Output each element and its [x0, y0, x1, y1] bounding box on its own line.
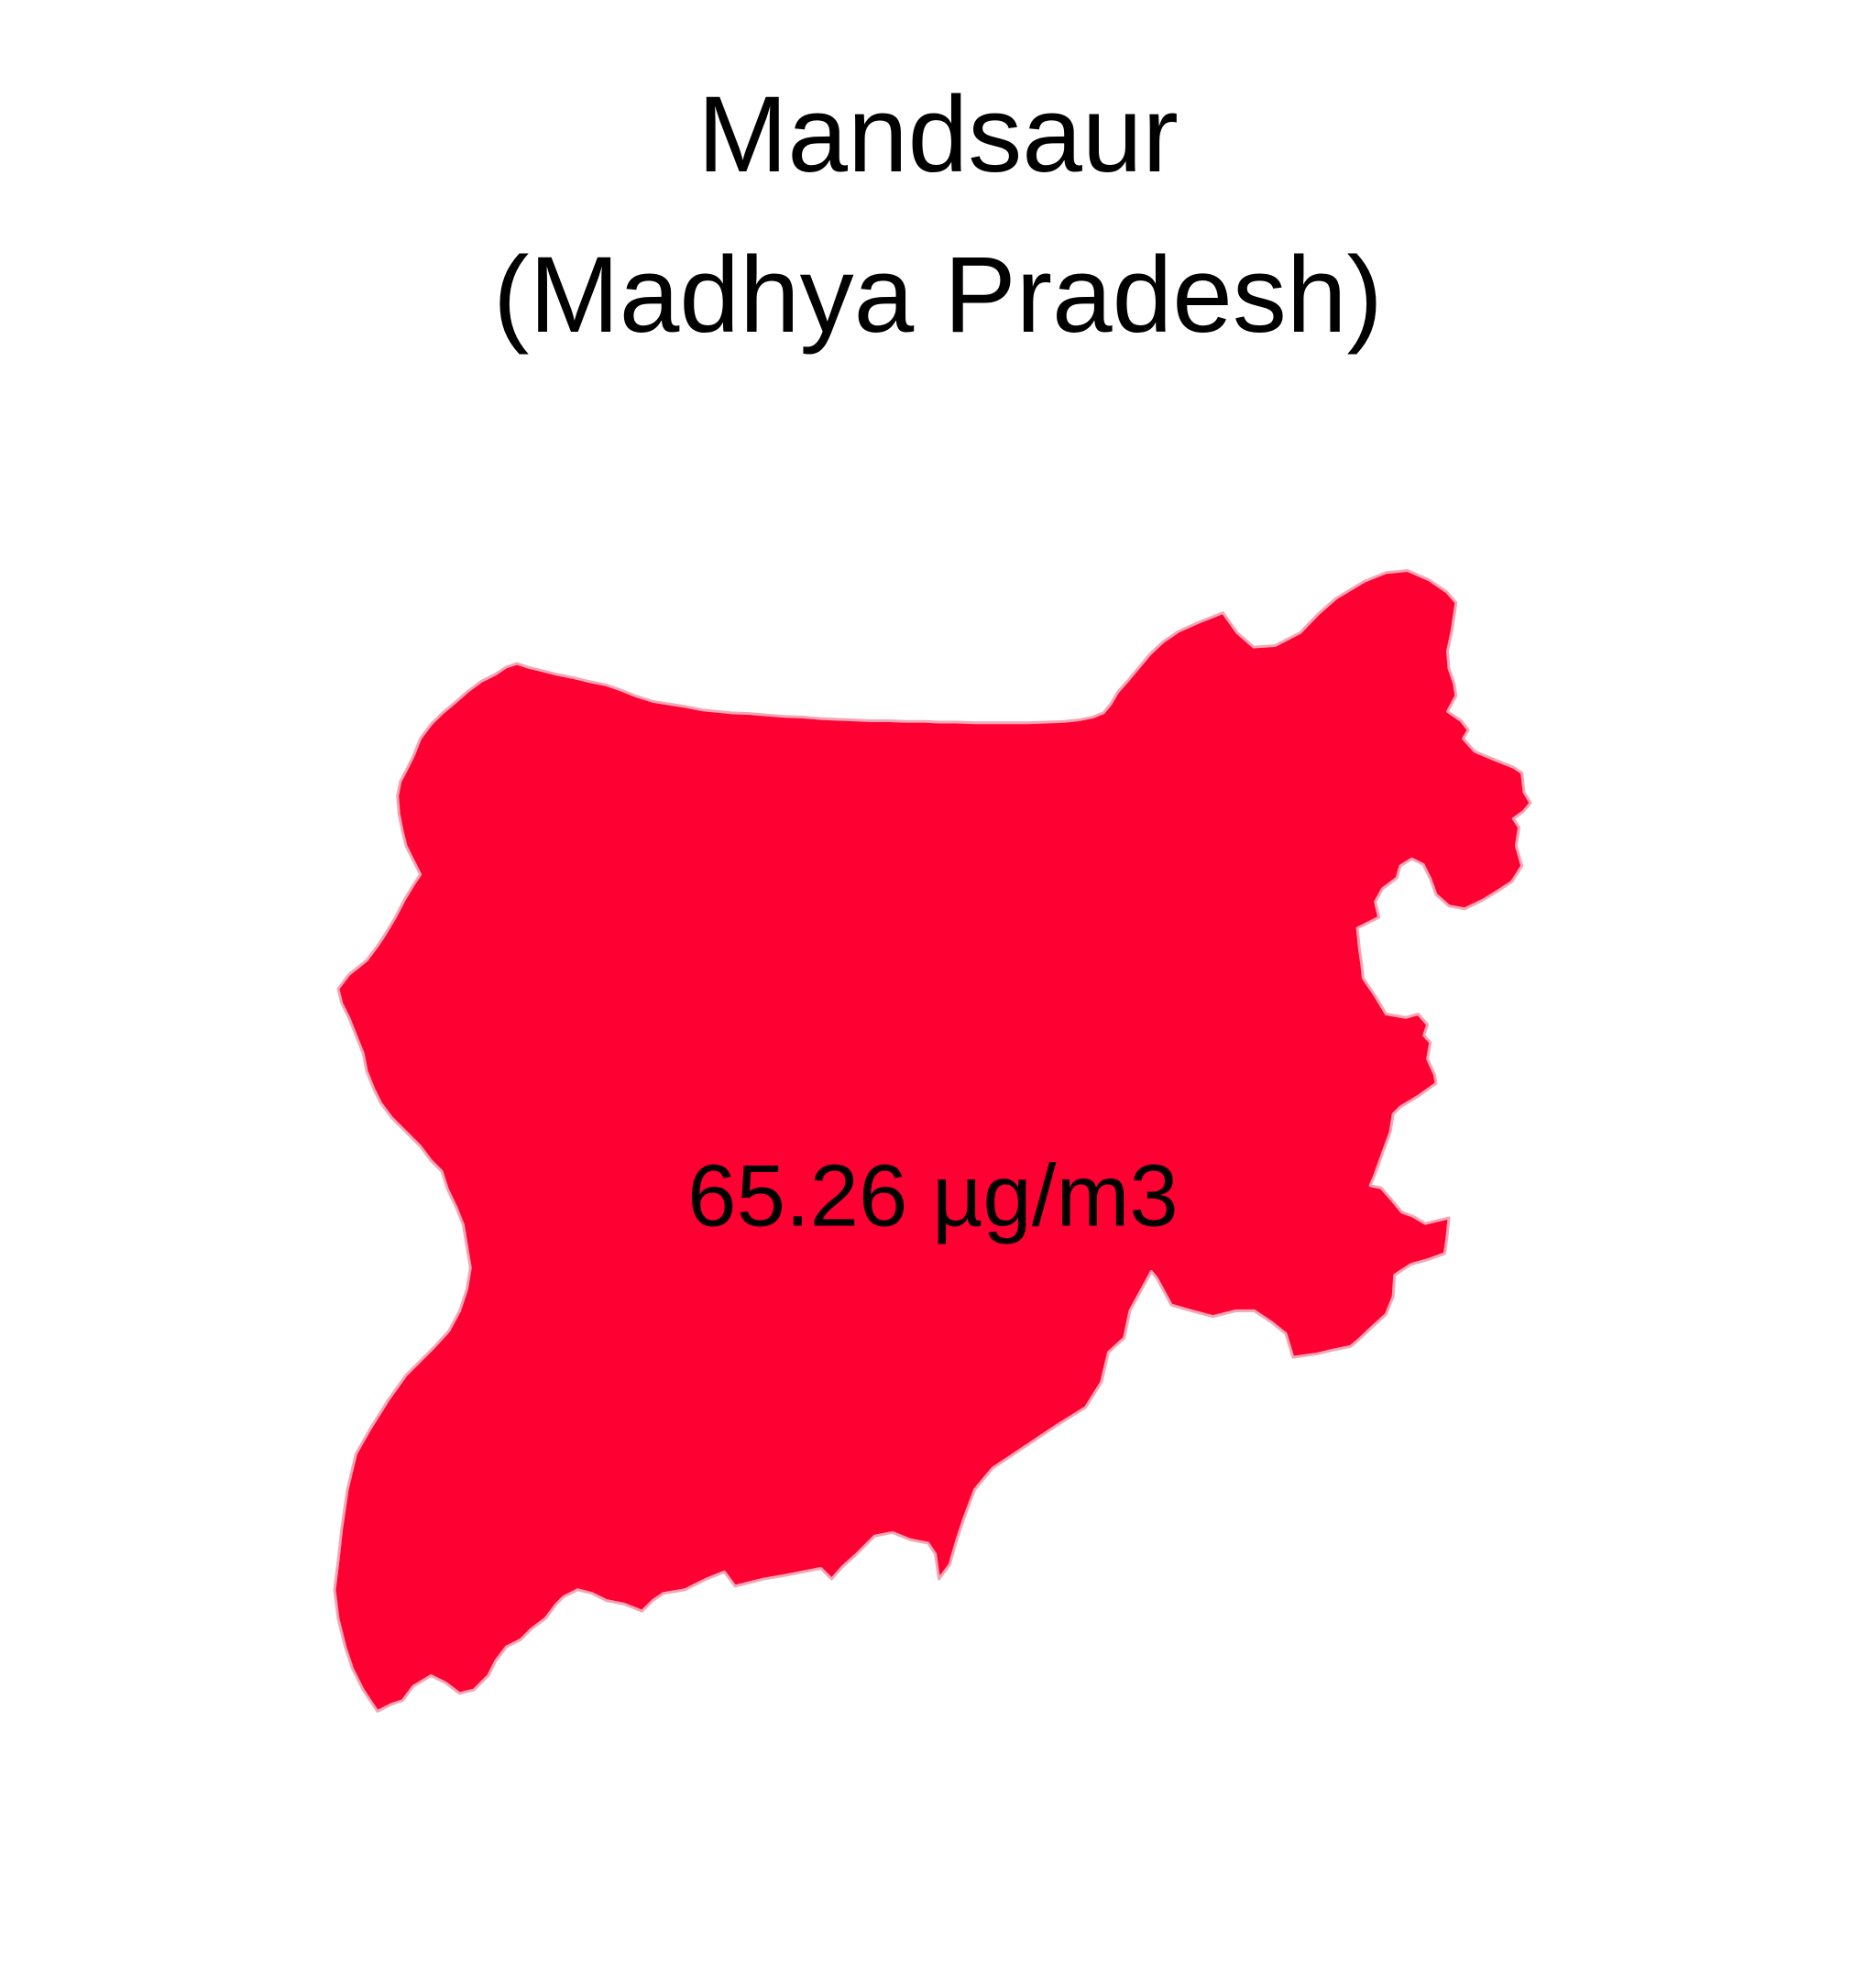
district-shape [333, 569, 1532, 1713]
value-label: 65.26 µg/m3 [687, 1146, 1179, 1244]
map-title: Mandsaur (Madhya Pradesh) [0, 55, 1876, 376]
state-name: (Madhya Pradesh) [493, 235, 1383, 356]
district-name: Mandsaur [697, 74, 1179, 195]
